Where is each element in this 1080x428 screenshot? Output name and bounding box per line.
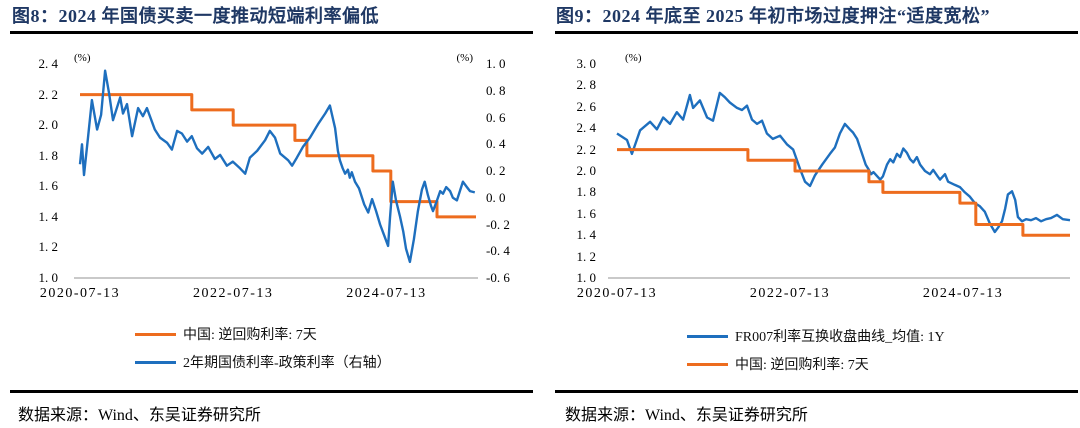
- y-axis-tick-label: 0. 4: [486, 136, 506, 152]
- y-axis-tick-label: 1. 0: [486, 56, 506, 71]
- figure9-legend-item-irs: FR007利率互换收盘曲线_均值: 1Y: [687, 328, 945, 345]
- y-axis-tick-label: 2. 6: [576, 98, 597, 114]
- x-axis-tick-label: 2022-07-13: [193, 286, 274, 301]
- y-axis-tick-label: 2. 4: [38, 56, 59, 71]
- figure8-title: 图8：2024 年国债买卖一度推动短端利率偏低: [12, 6, 379, 26]
- y-axis-tick-label: -0. 2: [486, 216, 510, 232]
- y-axis-tick-label: 1. 4: [38, 208, 59, 224]
- x-axis-tick-label: 2022-07-13: [749, 286, 831, 301]
- axis-unit-label: (%): [456, 52, 474, 64]
- figure8-legend-item-spread: 2年期国债利率-政策利率（右轴）: [135, 354, 391, 371]
- figure8-source: 数据来源：Wind、东吴证券研究所: [18, 407, 261, 424]
- axis-unit-label: (%): [74, 52, 91, 64]
- x-axis-tick-label: 2024-07-13: [346, 286, 427, 301]
- series-line: [616, 91, 1071, 234]
- legend-label: 2年期国债利率-政策利率（右轴）: [183, 356, 391, 371]
- y-axis-tick-label: 0. 6: [486, 109, 506, 125]
- y-axis-tick-label: 1. 0: [576, 270, 597, 285]
- y-axis-tick-label: 2. 8: [576, 77, 597, 93]
- y-axis-tick-label: 1. 2: [576, 248, 597, 264]
- figure8-legend-item-repo: 中国: 逆回购利率: 7天: [135, 326, 317, 343]
- y-axis-tick-label: 1. 6: [38, 178, 59, 194]
- figure9-footer-divider: [555, 390, 1078, 393]
- y-axis-tick-label: -0. 6: [486, 270, 510, 285]
- y-axis-tick-label: 1. 2: [38, 239, 59, 255]
- y-axis-tick-label: 1. 6: [576, 205, 597, 221]
- figure9-legend-item-repo: 中国: 逆回购利率: 7天: [687, 356, 869, 373]
- legend-label: FR007利率互换收盘曲线_均值: 1Y: [735, 330, 945, 345]
- y-axis-tick-label: 2. 0: [38, 117, 59, 133]
- x-axis-tick-label: 2020-07-13: [39, 286, 121, 301]
- figure9-title: 图9：2024 年底至 2025 年初市场过度押注“适度宽松”: [556, 6, 990, 26]
- series-line: [617, 148, 1070, 237]
- y-axis-tick-label: 0. 2: [486, 163, 506, 178]
- y-axis-tick-label: 0. 0: [486, 189, 506, 205]
- series-line: [80, 93, 476, 219]
- legend-line-swatch: [687, 334, 728, 338]
- y-axis-tick-label: 3. 0: [576, 56, 597, 71]
- legend-label: 中国: 逆回购利率: 7天: [183, 328, 317, 343]
- legend-line-swatch: [135, 360, 176, 364]
- legend-line-swatch: [135, 332, 176, 336]
- y-axis-tick-label: 1. 8: [38, 147, 59, 163]
- figure9-source: 数据来源：Wind、东吴证券研究所: [565, 407, 808, 424]
- y-axis-tick-label: 1. 4: [576, 227, 597, 243]
- x-axis-tick-label: 2024-07-13: [922, 286, 1004, 301]
- figure8-footer-divider: [10, 390, 533, 393]
- y-axis-tick-label: 0. 8: [486, 82, 506, 98]
- legend-label: 中国: 逆回购利率: 7天: [735, 358, 869, 373]
- figure9-title-divider: [555, 31, 1078, 34]
- y-axis-tick-label: 1. 8: [576, 184, 597, 200]
- y-axis-tick-label: 1. 0: [38, 270, 59, 285]
- y-axis-tick-label: 2. 2: [576, 141, 597, 157]
- y-axis-tick-label: 2. 0: [576, 163, 597, 178]
- legend-line-swatch: [687, 362, 728, 366]
- y-axis-tick-label: 2. 4: [576, 120, 597, 136]
- figure8-title-divider: [10, 31, 533, 34]
- series-line: [78, 69, 476, 264]
- axis-unit-label: (%): [625, 52, 642, 64]
- y-axis-tick-label: 2. 2: [38, 86, 59, 102]
- y-axis-tick-label: -0. 4: [486, 243, 510, 259]
- x-axis-tick-label: 2020-07-13: [576, 286, 658, 301]
